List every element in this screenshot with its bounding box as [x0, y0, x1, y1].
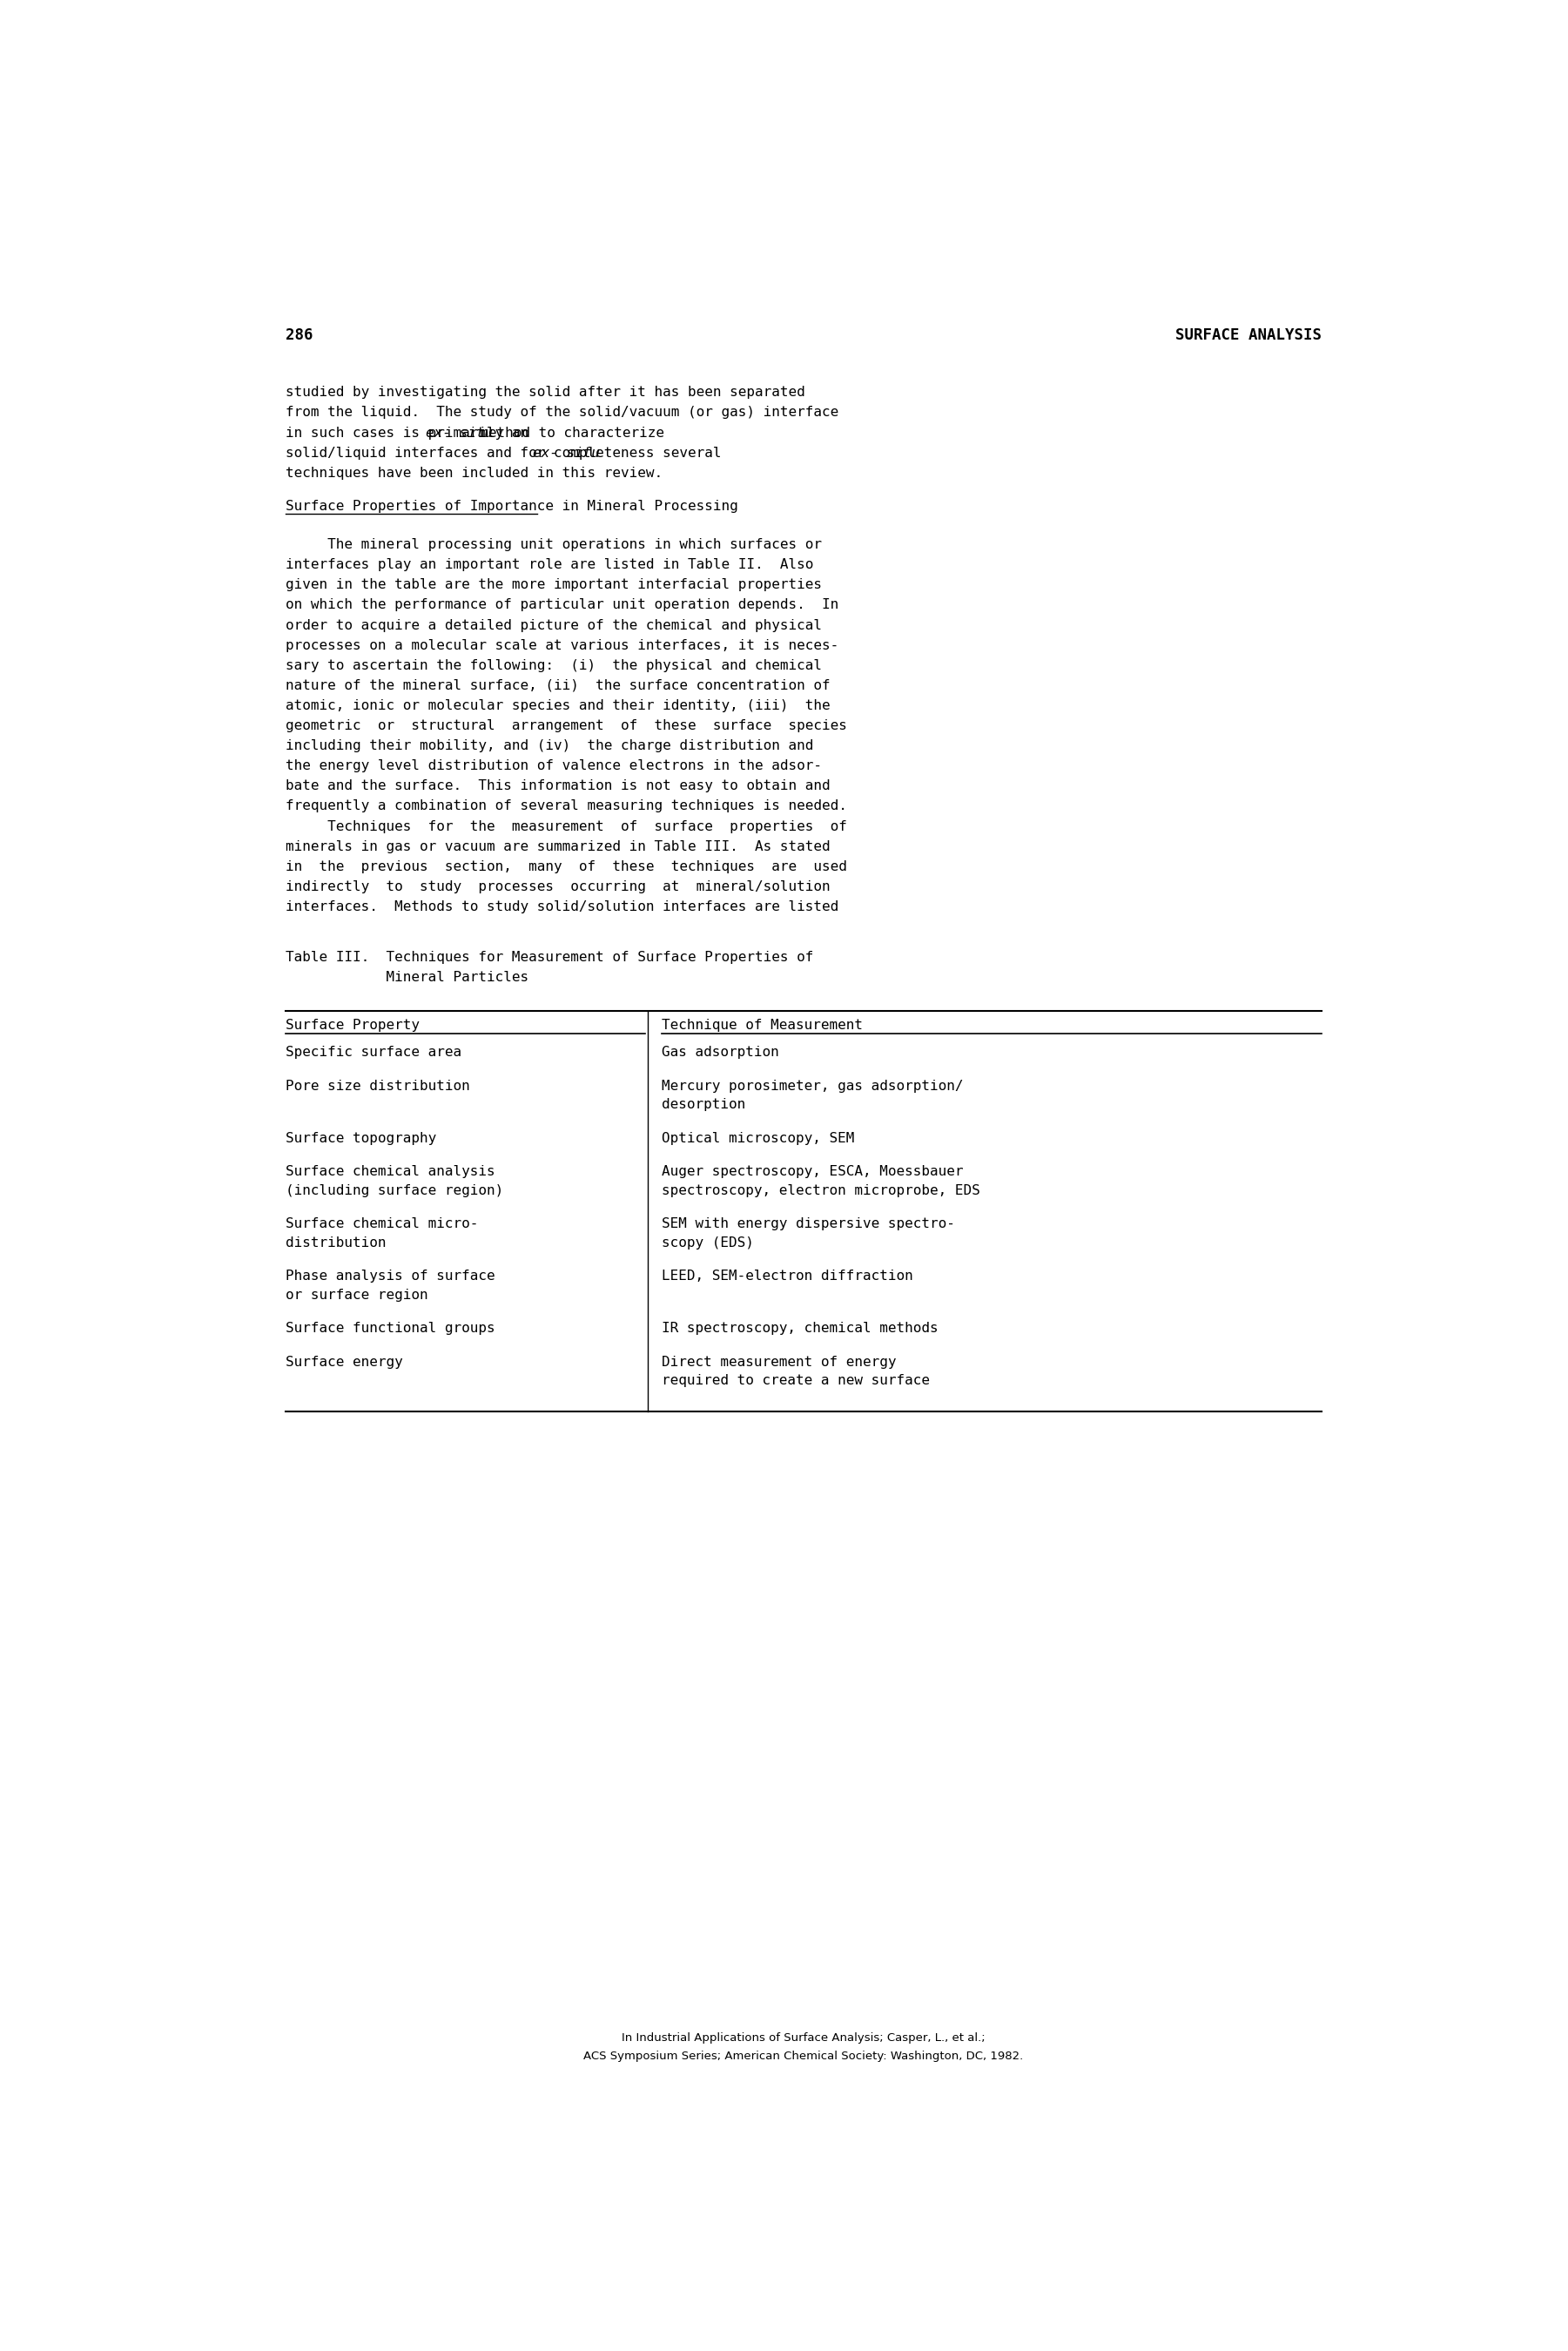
- Text: Surface chemical micro-: Surface chemical micro-: [285, 1218, 478, 1230]
- Text: techniques have been included in this review.: techniques have been included in this re…: [285, 465, 663, 480]
- Text: ex- situ: ex- situ: [425, 426, 492, 440]
- Text: Surface functional groups: Surface functional groups: [285, 1321, 495, 1335]
- Text: solid/liquid interfaces and for completeness several: solid/liquid interfaces and for complete…: [285, 447, 729, 458]
- Text: order to acquire a detailed picture of the chemical and physical: order to acquire a detailed picture of t…: [285, 618, 822, 632]
- Text: including their mobility, and (iv)  the charge distribution and: including their mobility, and (iv) the c…: [285, 738, 814, 752]
- Text: or surface region: or surface region: [285, 1288, 428, 1302]
- Text: interfaces play an important role are listed in Table II.  Also: interfaces play an important role are li…: [285, 557, 814, 571]
- Text: ex- situ: ex- situ: [533, 447, 601, 458]
- Text: interfaces.  Methods to study solid/solution interfaces are listed: interfaces. Methods to study solid/solut…: [285, 900, 839, 912]
- Text: frequently a combination of several measuring techniques is needed.: frequently a combination of several meas…: [285, 799, 847, 813]
- Text: Mineral Particles: Mineral Particles: [285, 971, 528, 983]
- Text: Phase analysis of surface: Phase analysis of surface: [285, 1270, 495, 1284]
- Text: desorption: desorption: [662, 1098, 745, 1112]
- Text: in such cases is primarily an: in such cases is primarily an: [285, 426, 538, 440]
- Text: Surface energy: Surface energy: [285, 1357, 403, 1368]
- Text: (including surface region): (including surface region): [285, 1185, 503, 1197]
- Text: Surface Property: Surface Property: [285, 1018, 420, 1032]
- Text: Pore size distribution: Pore size distribution: [285, 1079, 470, 1093]
- Text: atomic, ionic or molecular species and their identity, (iii)  the: atomic, ionic or molecular species and t…: [285, 698, 831, 712]
- Text: Gas adsorption: Gas adsorption: [662, 1046, 779, 1058]
- Text: in  the  previous  section,  many  of  these  techniques  are  used: in the previous section, many of these t…: [285, 860, 847, 872]
- Text: Direct measurement of energy: Direct measurement of energy: [662, 1357, 897, 1368]
- Text: Mercury porosimeter, gas adsorption/: Mercury porosimeter, gas adsorption/: [662, 1079, 963, 1093]
- Text: sary to ascertain the following:  (i)  the physical and chemical: sary to ascertain the following: (i) the…: [285, 658, 822, 672]
- Text: from the liquid.  The study of the solid/vacuum (or gas) interface: from the liquid. The study of the solid/…: [285, 407, 839, 418]
- Text: indirectly  to  study  processes  occurring  at  mineral/solution: indirectly to study processes occurring …: [285, 879, 831, 893]
- Text: Techniques  for  the  measurement  of  surface  properties  of: Techniques for the measurement of surfac…: [285, 820, 847, 832]
- Text: LEED, SEM-electron diffraction: LEED, SEM-electron diffraction: [662, 1270, 913, 1284]
- Text: Table III.  Techniques for Measurement of Surface Properties of: Table III. Techniques for Measurement of…: [285, 950, 814, 964]
- Text: processes on a molecular scale at various interfaces, it is neces-: processes on a molecular scale at variou…: [285, 639, 839, 651]
- Text: SEM with energy dispersive spectro-: SEM with energy dispersive spectro-: [662, 1218, 955, 1230]
- Text: nature of the mineral surface, (ii)  the surface concentration of: nature of the mineral surface, (ii) the …: [285, 679, 831, 691]
- Text: bate and the surface.  This information is not easy to obtain and: bate and the surface. This information i…: [285, 781, 831, 792]
- Text: studied by investigating the solid after it has been separated: studied by investigating the solid after…: [285, 386, 806, 400]
- Text: method to characterize: method to characterize: [463, 426, 665, 440]
- Text: scopy (EDS): scopy (EDS): [662, 1237, 754, 1248]
- Text: Technique of Measurement: Technique of Measurement: [662, 1018, 862, 1032]
- Text: minerals in gas or vacuum are summarized in Table III.  As stated: minerals in gas or vacuum are summarized…: [285, 839, 831, 853]
- Text: 286: 286: [285, 327, 314, 343]
- Text: Auger spectroscopy, ESCA, Moessbauer: Auger spectroscopy, ESCA, Moessbauer: [662, 1166, 963, 1178]
- Text: Optical microscopy, SEM: Optical microscopy, SEM: [662, 1131, 855, 1145]
- Text: Surface topography: Surface topography: [285, 1131, 436, 1145]
- Text: on which the performance of particular unit operation depends.  In: on which the performance of particular u…: [285, 600, 839, 611]
- Text: Surface Properties of Importance in Mineral Processing: Surface Properties of Importance in Mine…: [285, 501, 739, 513]
- Text: ACS Symposium Series; American Chemical Society: Washington, DC, 1982.: ACS Symposium Series; American Chemical …: [583, 2050, 1024, 2062]
- Text: Surface chemical analysis: Surface chemical analysis: [285, 1166, 495, 1178]
- Text: spectroscopy, electron microprobe, EDS: spectroscopy, electron microprobe, EDS: [662, 1185, 980, 1197]
- Text: geometric  or  structural  arrangement  of  these  surface  species: geometric or structural arrangement of t…: [285, 719, 847, 731]
- Text: given in the table are the more important interfacial properties: given in the table are the more importan…: [285, 578, 822, 592]
- Text: The mineral processing unit operations in which surfaces or: The mineral processing unit operations i…: [285, 538, 822, 550]
- Text: distribution: distribution: [285, 1237, 386, 1248]
- Text: IR spectroscopy, chemical methods: IR spectroscopy, chemical methods: [662, 1321, 938, 1335]
- Text: Specific surface area: Specific surface area: [285, 1046, 461, 1058]
- Text: the energy level distribution of valence electrons in the adsor-: the energy level distribution of valence…: [285, 759, 822, 773]
- Text: In Industrial Applications of Surface Analysis; Casper, L., et al.;: In Industrial Applications of Surface An…: [621, 2031, 985, 2043]
- Text: required to create a new surface: required to create a new surface: [662, 1375, 930, 1387]
- Text: SURFACE ANALYSIS: SURFACE ANALYSIS: [1174, 327, 1322, 343]
